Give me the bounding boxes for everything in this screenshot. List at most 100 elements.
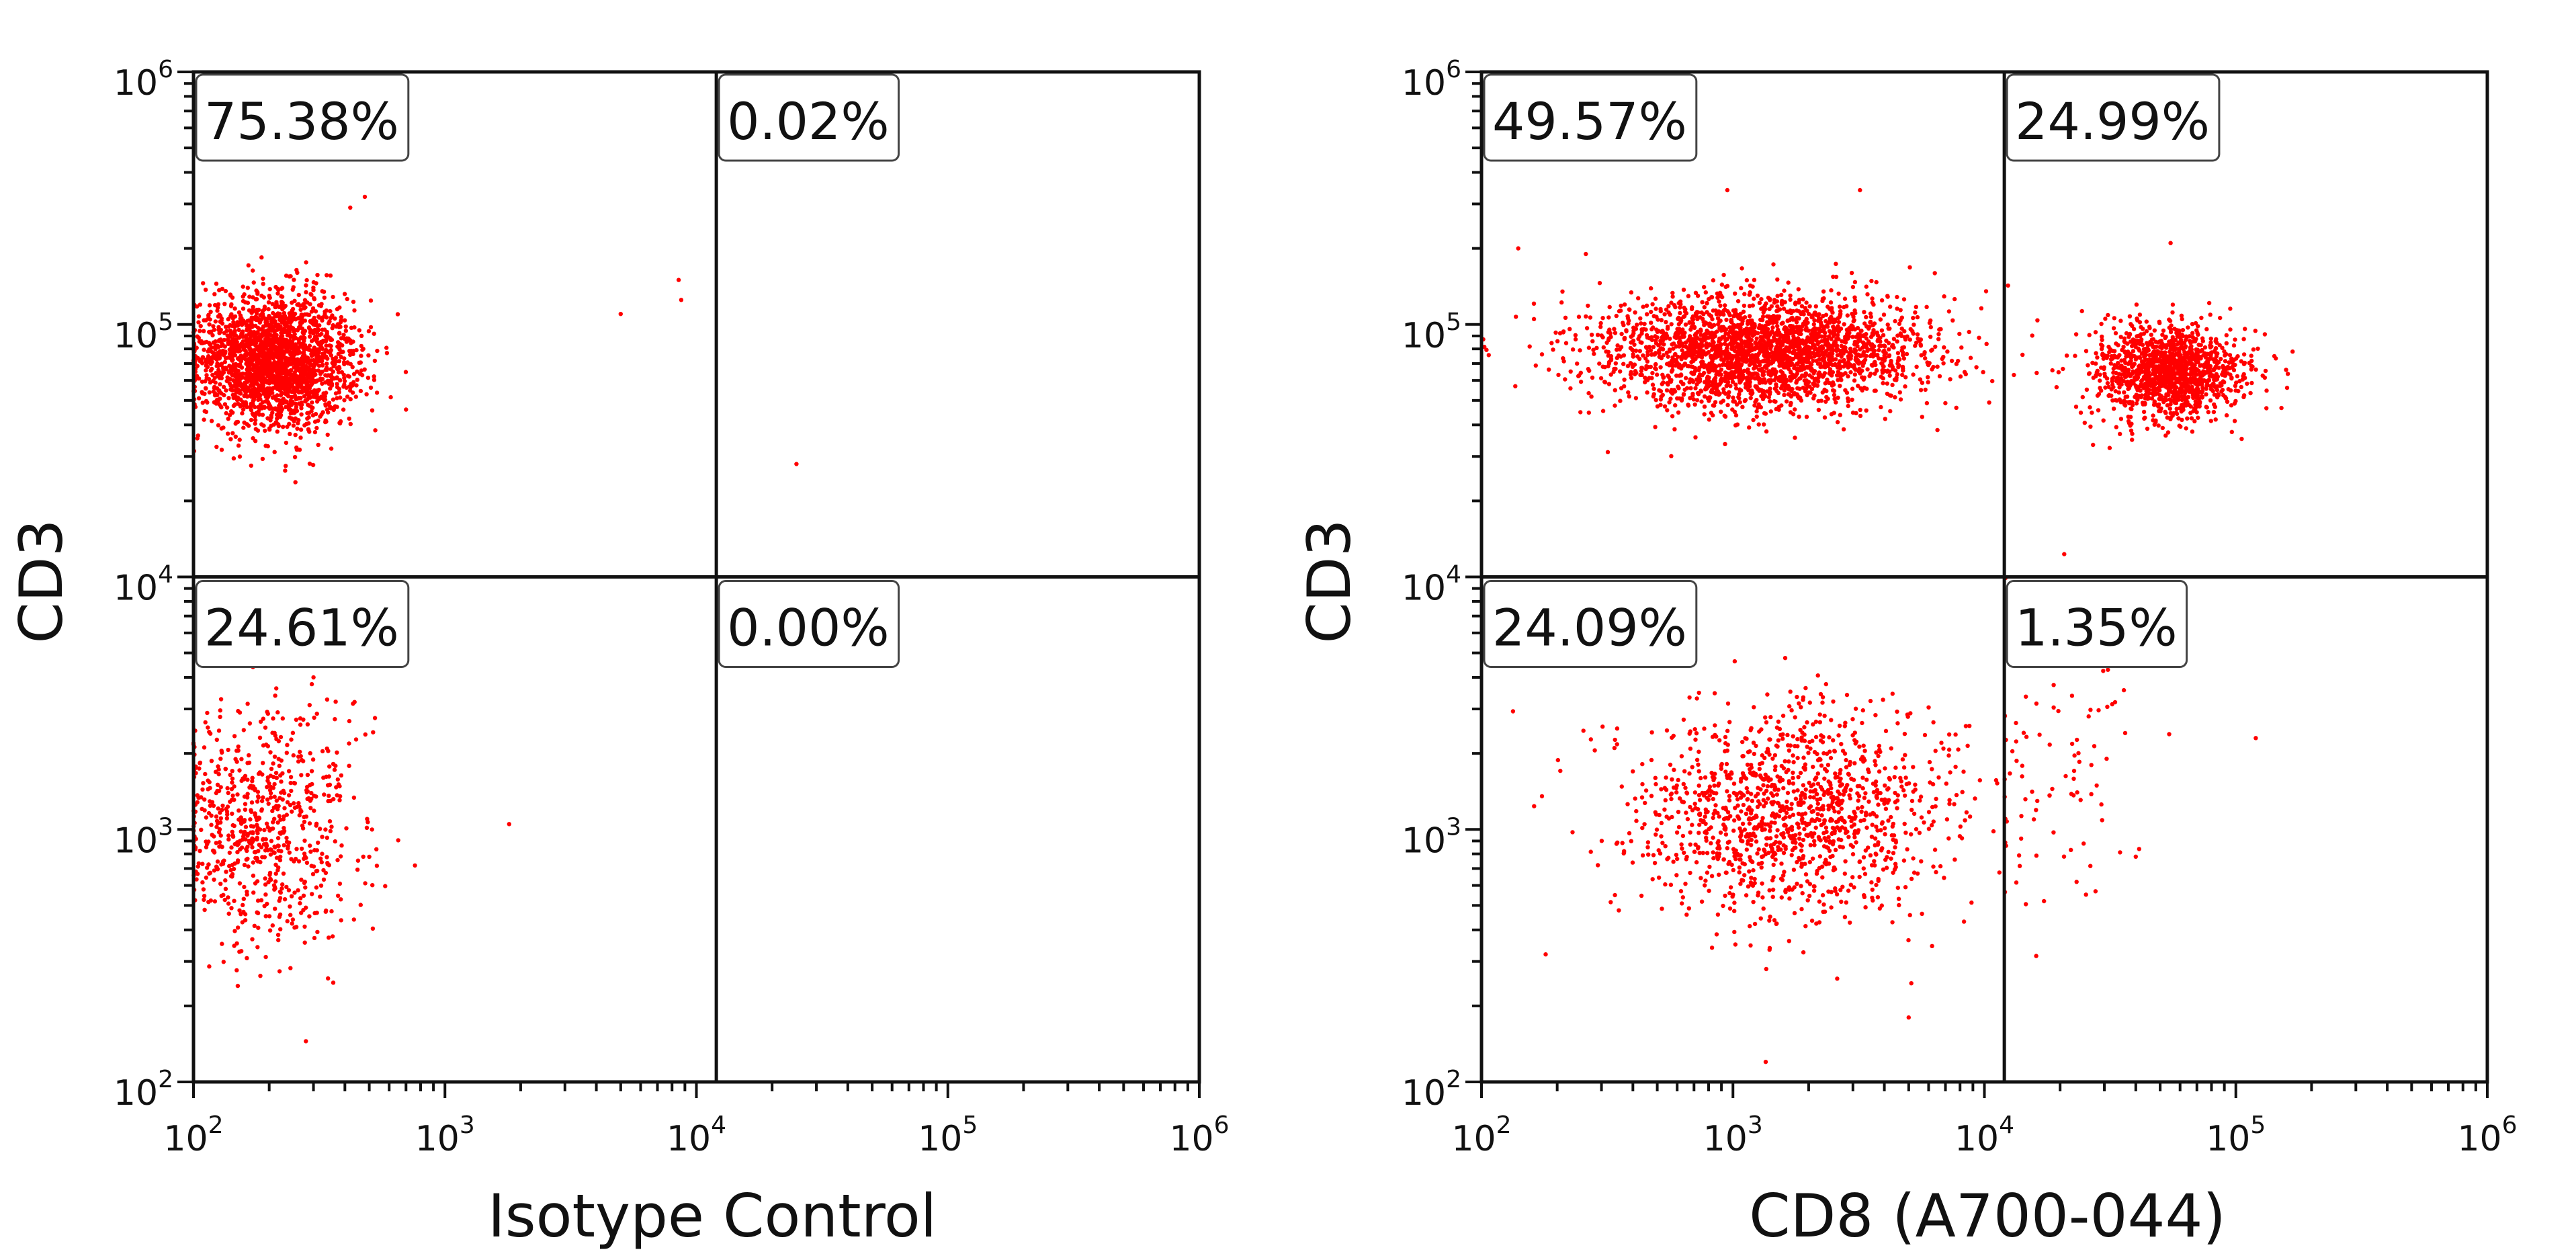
data-point bbox=[312, 715, 316, 720]
data-point bbox=[245, 319, 250, 323]
data-point bbox=[247, 376, 251, 380]
data-point bbox=[293, 416, 298, 421]
y-axis-title: CD3 bbox=[7, 519, 76, 643]
data-point bbox=[304, 278, 309, 283]
data-point bbox=[284, 884, 289, 890]
data-point bbox=[341, 407, 346, 412]
data-point bbox=[1650, 302, 1655, 306]
data-point bbox=[2030, 333, 2034, 338]
data-point bbox=[230, 368, 235, 373]
data-point bbox=[266, 360, 271, 364]
data-point bbox=[320, 359, 325, 364]
data-point bbox=[1667, 400, 1672, 405]
data-point bbox=[1707, 417, 1711, 422]
data-point bbox=[274, 737, 279, 742]
data-point bbox=[1726, 394, 1731, 398]
data-point bbox=[234, 372, 239, 376]
data-point bbox=[1865, 367, 1870, 372]
data-point bbox=[1589, 394, 1594, 399]
data-point bbox=[345, 394, 350, 399]
data-point bbox=[267, 386, 272, 391]
data-point bbox=[239, 949, 244, 954]
data-point bbox=[1668, 396, 1673, 401]
data-point bbox=[1631, 351, 1635, 357]
data-point bbox=[348, 421, 353, 427]
data-point bbox=[217, 827, 222, 832]
data-point bbox=[226, 317, 230, 322]
data-point bbox=[316, 364, 322, 368]
data-point bbox=[679, 298, 684, 302]
data-point bbox=[1883, 354, 1887, 360]
data-point bbox=[243, 802, 248, 806]
data-point bbox=[1703, 290, 1708, 295]
data-point bbox=[1702, 305, 1707, 310]
data-point bbox=[298, 307, 303, 312]
data-point bbox=[216, 423, 221, 428]
data-point bbox=[1926, 375, 1930, 380]
data-point bbox=[1776, 327, 1780, 332]
data-point bbox=[372, 716, 378, 720]
data-point bbox=[316, 368, 321, 373]
data-point bbox=[261, 295, 266, 300]
data-point bbox=[255, 835, 259, 841]
data-point bbox=[1924, 401, 1930, 406]
data-point bbox=[329, 825, 334, 829]
data-point bbox=[327, 819, 333, 824]
data-point bbox=[1651, 392, 1656, 396]
data-point bbox=[1900, 372, 1905, 378]
data-point bbox=[207, 390, 212, 395]
data-point bbox=[283, 366, 288, 371]
data-point bbox=[226, 747, 230, 753]
data-point bbox=[270, 345, 275, 349]
data-point bbox=[226, 895, 230, 900]
data-point bbox=[366, 353, 371, 358]
data-point bbox=[345, 360, 350, 365]
data-point bbox=[216, 345, 221, 349]
data-point bbox=[312, 419, 318, 424]
data-point bbox=[273, 347, 279, 351]
data-point bbox=[302, 940, 307, 945]
data-point bbox=[315, 389, 320, 394]
data-point bbox=[282, 361, 286, 366]
data-point bbox=[196, 320, 201, 325]
data-point bbox=[217, 356, 222, 361]
data-point bbox=[279, 779, 284, 784]
data-point bbox=[237, 437, 242, 442]
x-tick-label: 102 bbox=[163, 1111, 223, 1159]
data-point bbox=[275, 325, 280, 329]
data-point bbox=[202, 894, 207, 898]
data-point bbox=[195, 334, 200, 339]
data-point bbox=[1767, 306, 1772, 312]
data-point bbox=[287, 407, 292, 412]
data-point bbox=[219, 339, 224, 345]
data-point bbox=[345, 296, 349, 302]
data-point bbox=[1555, 339, 1560, 343]
data-point bbox=[216, 728, 222, 733]
data-point bbox=[1724, 317, 1729, 323]
data-point bbox=[308, 390, 313, 395]
data-point bbox=[204, 875, 209, 880]
data-point bbox=[310, 757, 316, 762]
data-point bbox=[1788, 392, 1793, 398]
data-point bbox=[1661, 353, 1666, 358]
data-point bbox=[195, 800, 200, 805]
data-point bbox=[278, 854, 283, 859]
data-point bbox=[256, 307, 261, 312]
data-point bbox=[1725, 403, 1730, 407]
data-point bbox=[228, 376, 232, 382]
data-point bbox=[195, 793, 200, 798]
data-point bbox=[333, 355, 339, 360]
data-point bbox=[1901, 297, 1907, 302]
data-point bbox=[1697, 368, 1701, 373]
data-point bbox=[196, 355, 200, 361]
data-point bbox=[204, 386, 208, 391]
data-point bbox=[282, 843, 286, 848]
data-point bbox=[1852, 318, 1856, 323]
data-point bbox=[320, 851, 325, 856]
data-point bbox=[1835, 333, 1840, 337]
data-point bbox=[300, 823, 305, 828]
data-point bbox=[241, 407, 246, 412]
data-point bbox=[328, 273, 333, 278]
data-point bbox=[1600, 335, 1605, 340]
data-point bbox=[1690, 324, 1695, 329]
